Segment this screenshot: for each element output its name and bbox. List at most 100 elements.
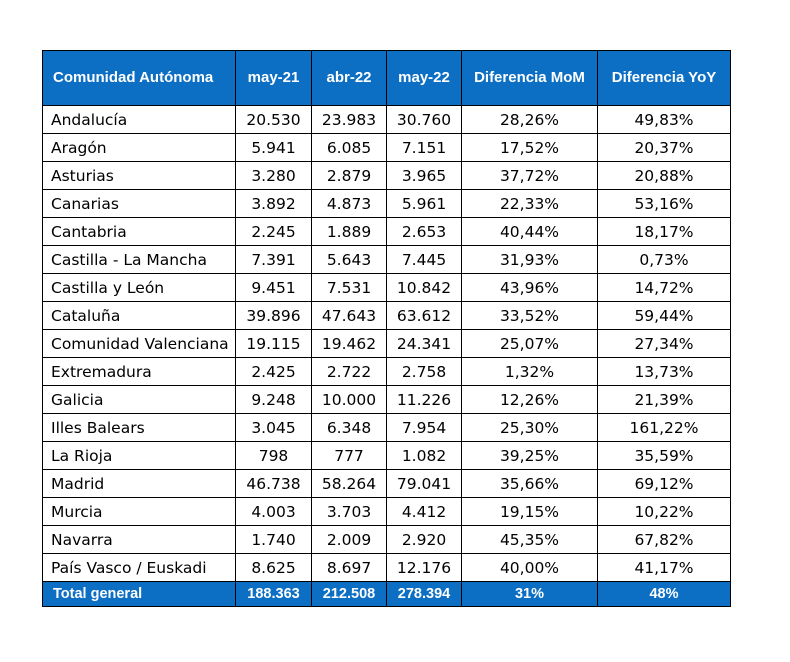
cell-comunidad: Andalucía — [42, 105, 236, 134]
table-row: Canarias 3.892 4.873 5.961 22,33% 53,16% — [42, 189, 731, 218]
cell-abr22: 1.889 — [311, 217, 387, 246]
cell-yoy: 161,22% — [597, 413, 731, 442]
cell-may22: 7.954 — [386, 413, 462, 442]
cell-comunidad: Extremadura — [42, 357, 236, 386]
cell-comunidad: Galicia — [42, 385, 236, 414]
cell-may21: 3.045 — [235, 413, 312, 442]
cell-mom: 31,93% — [461, 245, 598, 274]
cell-may22: 2.653 — [386, 217, 462, 246]
table-row: Andalucía 20.530 23.983 30.760 28,26% 49,83% — [42, 105, 731, 134]
header-diferencia-yoy: Diferencia YoY — [597, 50, 731, 106]
cell-mom: 25,30% — [461, 413, 598, 442]
cell-comunidad: Asturias — [42, 161, 236, 190]
cell-may22: 7.445 — [386, 245, 462, 274]
cell-mom: 35,66% — [461, 469, 598, 498]
cell-may21: 2.425 — [235, 357, 312, 386]
table-row: Cantabria 2.245 1.889 2.653 40,44% 18,17% — [42, 217, 731, 246]
cell-yoy: 59,44% — [597, 301, 731, 330]
cell-comunidad: Cataluña — [42, 301, 236, 330]
cell-may22: 79.041 — [386, 469, 462, 498]
cell-mom: 25,07% — [461, 329, 598, 358]
table-row: Navarra 1.740 2.009 2.920 45,35% 67,82% — [42, 525, 731, 554]
cell-may21: 20.530 — [235, 105, 312, 134]
cell-yoy: 35,59% — [597, 441, 731, 470]
cell-comunidad: País Vasco / Euskadi — [42, 553, 236, 582]
cell-may22: 10.842 — [386, 273, 462, 302]
cell-may21: 3.892 — [235, 189, 312, 218]
cell-mom: 43,96% — [461, 273, 598, 302]
table-row: Castilla y León 9.451 7.531 10.842 43,96% 14,… — [42, 273, 731, 302]
cell-may21: 798 — [235, 441, 312, 470]
cell-comunidad: Aragón — [42, 133, 236, 162]
cell-abr22: 2.009 — [311, 525, 387, 554]
cell-yoy: 10,22% — [597, 497, 731, 526]
cell-may21: 39.896 — [235, 301, 312, 330]
cell-abr22: 47.643 — [311, 301, 387, 330]
table-row: Galicia 9.248 10.000 11.226 12,26% 21,39% — [42, 385, 731, 414]
cell-abr22: 7.531 — [311, 273, 387, 302]
cell-yoy: 0,73% — [597, 245, 731, 274]
cell-may21: 9.451 — [235, 273, 312, 302]
cell-may21: 9.248 — [235, 385, 312, 414]
cell-comunidad: Illes Balears — [42, 413, 236, 442]
cell-yoy: 67,82% — [597, 525, 731, 554]
table-row: Madrid 46.738 58.264 79.041 35,66% 69,12% — [42, 469, 731, 498]
table-row: País Vasco / Euskadi 8.625 8.697 12.176 40,0… — [42, 553, 731, 582]
cell-abr22: 58.264 — [311, 469, 387, 498]
cell-mom: 40,00% — [461, 553, 598, 582]
cell-may22: 3.965 — [386, 161, 462, 190]
cell-mom: 28,26% — [461, 105, 598, 134]
cell-abr22: 3.703 — [311, 497, 387, 526]
cell-may22: 12.176 — [386, 553, 462, 582]
cell-mom: 1,32% — [461, 357, 598, 386]
cell-may21: 3.280 — [235, 161, 312, 190]
cell-may22: 2.758 — [386, 357, 462, 386]
cell-yoy: 49,83% — [597, 105, 731, 134]
total-label: Total general — [42, 581, 236, 607]
cell-abr22: 4.873 — [311, 189, 387, 218]
total-row: Total general 188.363 212.508 278.394 31… — [42, 581, 731, 607]
cell-may21: 8.625 — [235, 553, 312, 582]
cell-abr22: 23.983 — [311, 105, 387, 134]
cell-yoy: 27,34% — [597, 329, 731, 358]
cell-may22: 1.082 — [386, 441, 462, 470]
cell-may22: 63.612 — [386, 301, 462, 330]
cell-yoy: 18,17% — [597, 217, 731, 246]
header-abr22: abr-22 — [311, 50, 387, 106]
cell-yoy: 14,72% — [597, 273, 731, 302]
cell-mom: 12,26% — [461, 385, 598, 414]
cell-may22: 5.961 — [386, 189, 462, 218]
cell-mom: 39,25% — [461, 441, 598, 470]
cell-comunidad: Castilla - La Mancha — [42, 245, 236, 274]
cell-yoy: 13,73% — [597, 357, 731, 386]
cell-mom: 45,35% — [461, 525, 598, 554]
cell-comunidad: Madrid — [42, 469, 236, 498]
cell-mom: 37,72% — [461, 161, 598, 190]
cell-yoy: 20,88% — [597, 161, 731, 190]
table-row: Comunidad Valenciana 19.115 19.462 24.341 25… — [42, 329, 731, 358]
table-row: Murcia 4.003 3.703 4.412 19,15% 10,22% — [42, 497, 731, 526]
header-comunidad: Comunidad Autónoma — [42, 50, 236, 106]
cell-may21: 46.738 — [235, 469, 312, 498]
cell-abr22: 2.722 — [311, 357, 387, 386]
cell-yoy: 20,37% — [597, 133, 731, 162]
cell-abr22: 8.697 — [311, 553, 387, 582]
cell-may21: 1.740 — [235, 525, 312, 554]
cell-abr22: 777 — [311, 441, 387, 470]
table-row: Aragón 5.941 6.085 7.151 17,52% 20,37% — [42, 133, 731, 162]
table-row: Cataluña 39.896 47.643 63.612 33,52% 59,44% — [42, 301, 731, 330]
cell-yoy: 69,12% — [597, 469, 731, 498]
cell-yoy: 41,17% — [597, 553, 731, 582]
table-row: Castilla - La Mancha 7.391 5.643 7.445 31,93… — [42, 245, 731, 274]
header-may22: may-22 — [386, 50, 462, 106]
cell-comunidad: Comunidad Valenciana — [42, 329, 236, 358]
total-abr22: 212.508 — [311, 581, 387, 607]
cell-may22: 11.226 — [386, 385, 462, 414]
comunidades-table: Comunidad Autónoma may-21 abr-22 may-22 … — [42, 50, 731, 607]
header-may21: may-21 — [235, 50, 312, 106]
header-row: Comunidad Autónoma may-21 abr-22 may-22 … — [42, 50, 731, 106]
cell-mom: 33,52% — [461, 301, 598, 330]
cell-abr22: 10.000 — [311, 385, 387, 414]
cell-may22: 4.412 — [386, 497, 462, 526]
cell-comunidad: Navarra — [42, 525, 236, 554]
